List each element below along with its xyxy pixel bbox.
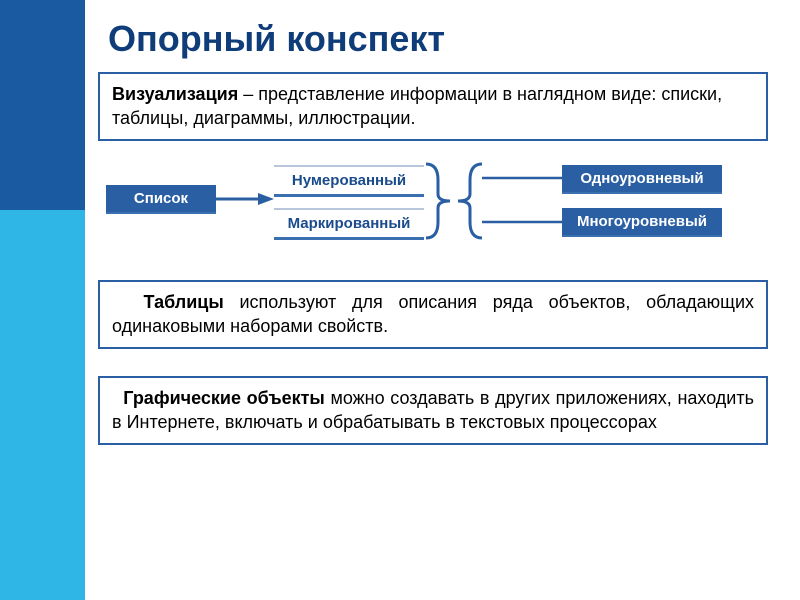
graphics-term: Графические объекты [123,388,325,408]
diagram-level1-node-0: Нумерованный [274,165,424,197]
diagram-root-node: Список [106,185,216,214]
connector-to-level2 [482,160,562,242]
diagram-level1-node-1: Маркированный [274,208,424,240]
diagram-level1-label-1: Маркированный [288,215,411,232]
graphics-box: Графические объекты можно создавать в др… [98,376,768,445]
sidebar-top-stripe [0,0,85,210]
diagram-level2-node-1: Многоуровневый [562,208,722,237]
diagram-level1-label-0: Нумерованный [292,172,406,189]
diagram-root-label: Список [134,190,188,207]
diagram-level2-node-0: Одноуровневый [562,165,722,194]
bracket-level2-left [454,160,484,242]
definition-box: Визуализация – представление информации … [98,72,768,141]
page-title: Опорный конспект [108,18,445,60]
tables-term: Таблицы [144,292,224,312]
diagram-level2-label-1: Многоуровневый [577,213,707,230]
definition-term: Визуализация [112,84,238,104]
sidebar-bottom-stripe [0,210,85,600]
arrow-root-to-level1 [216,165,274,237]
bracket-level1-right [424,160,454,242]
diagram-level2-label-0: Одноуровневый [580,170,703,187]
tables-box: Таблицы используют для описания ряда объ… [98,280,768,349]
